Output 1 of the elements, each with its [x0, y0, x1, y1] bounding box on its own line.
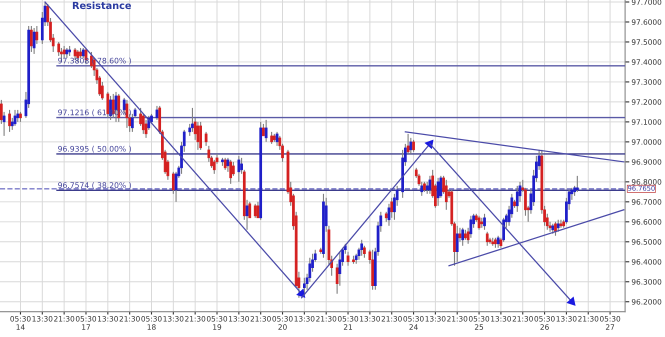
annotation: Resistance — [72, 2, 132, 10]
